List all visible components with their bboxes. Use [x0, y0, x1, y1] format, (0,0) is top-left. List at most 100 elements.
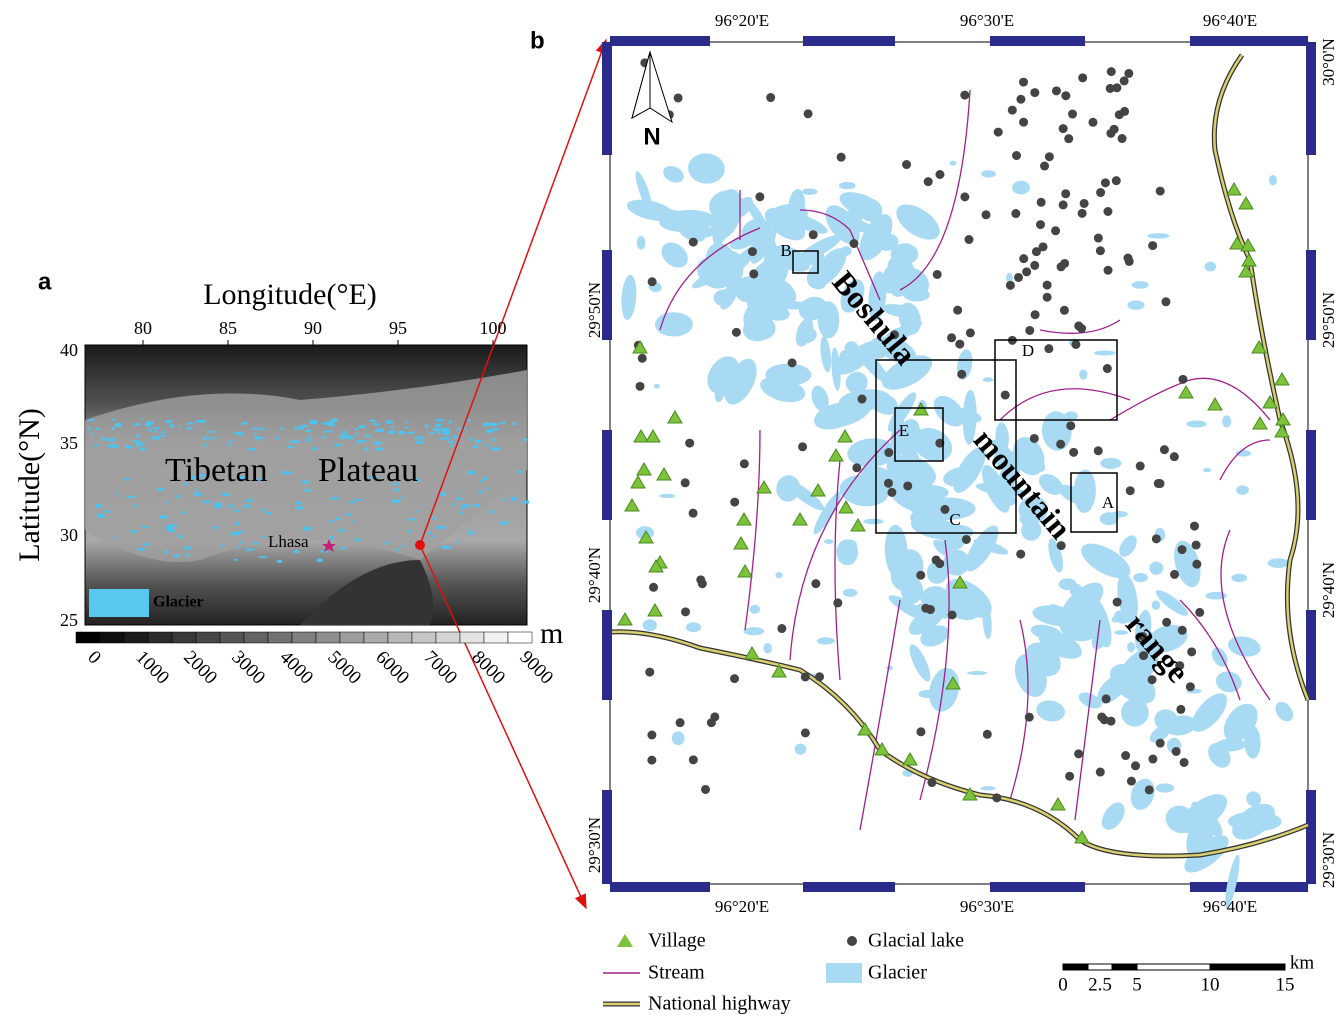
glacier-speck — [388, 431, 395, 434]
glacial-lake — [857, 395, 866, 404]
glacier-speck — [467, 471, 475, 474]
colorbar-tick-label: 7000 — [419, 647, 461, 689]
glacier-speck — [159, 515, 167, 518]
glacier-speck — [385, 541, 388, 544]
glacier-speck — [405, 426, 409, 428]
glacial-lake — [1066, 421, 1075, 430]
glacier — [1268, 558, 1289, 568]
glacier-speck — [441, 428, 450, 430]
glacial-lake — [1016, 95, 1025, 104]
glacial-lake — [1057, 541, 1066, 550]
glacier-speck — [238, 531, 244, 533]
glacial-lake — [924, 177, 933, 186]
scale-segment — [1112, 964, 1137, 970]
glacial-lake — [1103, 207, 1112, 216]
glacier-speck — [227, 444, 232, 446]
glacier — [1205, 262, 1216, 272]
top-tick-label: 96°30'E — [960, 11, 1014, 30]
glacial-lake — [1014, 273, 1023, 282]
glacial-lake — [1160, 445, 1169, 454]
glacier-speck — [322, 422, 329, 424]
glacier-speck — [401, 545, 405, 547]
glacier-speck — [111, 419, 116, 421]
glacier — [1112, 617, 1119, 623]
glacier-speck — [462, 504, 469, 507]
glacial-lake — [1012, 151, 1021, 160]
legend-glacier — [826, 963, 862, 983]
glacier-speck — [365, 434, 370, 437]
glacial-lake — [903, 481, 912, 490]
glacial-lake — [1125, 257, 1134, 266]
glacial-lake — [1094, 234, 1103, 243]
colorbar-tick-label: 5000 — [323, 647, 365, 689]
glacial-lake — [1043, 281, 1052, 290]
glacier-speck — [376, 448, 384, 451]
legend-label: Village — [648, 930, 706, 952]
glacial-lake — [1094, 446, 1103, 455]
glacial-lake — [1025, 326, 1034, 335]
glacier-speck — [212, 527, 218, 529]
glacier-speck — [94, 445, 100, 447]
glacial-lake — [1112, 83, 1121, 92]
glacier-speck — [157, 488, 163, 491]
glacier — [1152, 600, 1161, 609]
x-axis-title: Longitude(°E) — [203, 278, 377, 311]
glacier-speck — [243, 505, 250, 508]
glacier-speck — [165, 501, 168, 504]
border-bar — [1306, 610, 1316, 700]
glacial-lake — [1056, 440, 1065, 449]
glacial-lake — [1068, 110, 1077, 119]
x-tick-label: 95 — [389, 318, 407, 338]
glacier-speck — [437, 526, 446, 529]
glacier-speck — [470, 438, 473, 441]
glacier-speck — [346, 436, 354, 439]
x-tick-label: 80 — [134, 318, 152, 338]
glacier-speck — [213, 437, 217, 439]
left-tick-label: 29°40'N — [585, 547, 604, 603]
glacier-speck — [248, 448, 255, 450]
scale-segment — [1137, 964, 1210, 970]
top-tick-label: 96°20'E — [715, 11, 769, 30]
glacier — [1236, 485, 1249, 495]
colorbar-tick-label: 2000 — [179, 647, 221, 689]
border-bar — [610, 882, 710, 892]
glacier-speck — [111, 427, 114, 430]
glacial-lake — [849, 239, 858, 248]
glacial-lake — [1078, 73, 1087, 82]
glacier-speck — [324, 431, 333, 433]
glacial-lake — [1170, 452, 1179, 461]
bottom-tick-label: 96°40'E — [1203, 897, 1257, 916]
colorbar-cell — [244, 632, 268, 643]
glacial-lake — [1112, 176, 1121, 185]
glacier-speck — [277, 560, 282, 563]
border-bar — [1306, 42, 1316, 155]
glacier-speck — [473, 445, 478, 448]
box-label: A — [1102, 493, 1115, 512]
glacier-speck — [254, 437, 262, 439]
glacial-lake — [645, 668, 654, 677]
glacier — [1147, 233, 1169, 238]
right-tick-label: 30°0'N — [1319, 38, 1338, 86]
glacier-speck — [114, 445, 119, 447]
glacier-speck — [499, 522, 504, 525]
glacial-lake — [966, 328, 975, 337]
scale-segment — [1088, 964, 1112, 970]
colorbar-cell — [364, 632, 388, 643]
scale-label: 5 — [1132, 974, 1142, 995]
glacier-speck — [343, 431, 346, 434]
glacier-speck — [161, 431, 164, 434]
colorbar-cell — [412, 632, 436, 643]
glacial-lake — [1107, 67, 1116, 76]
glacial-lake — [1178, 375, 1187, 384]
colorbar-cell — [316, 632, 340, 643]
legend-swatch — [89, 589, 149, 617]
colorbar-cell — [340, 632, 364, 643]
colorbar-tick-label: 9000 — [515, 647, 557, 689]
glacier-speck — [214, 505, 222, 508]
glacial-lake — [1001, 391, 1010, 400]
glacier-speck — [373, 441, 382, 444]
glacier-speck — [142, 526, 149, 528]
glacial-lake — [1060, 259, 1069, 268]
glacier-speck — [467, 532, 476, 534]
top-tick-label: 96°40'E — [1203, 11, 1257, 30]
